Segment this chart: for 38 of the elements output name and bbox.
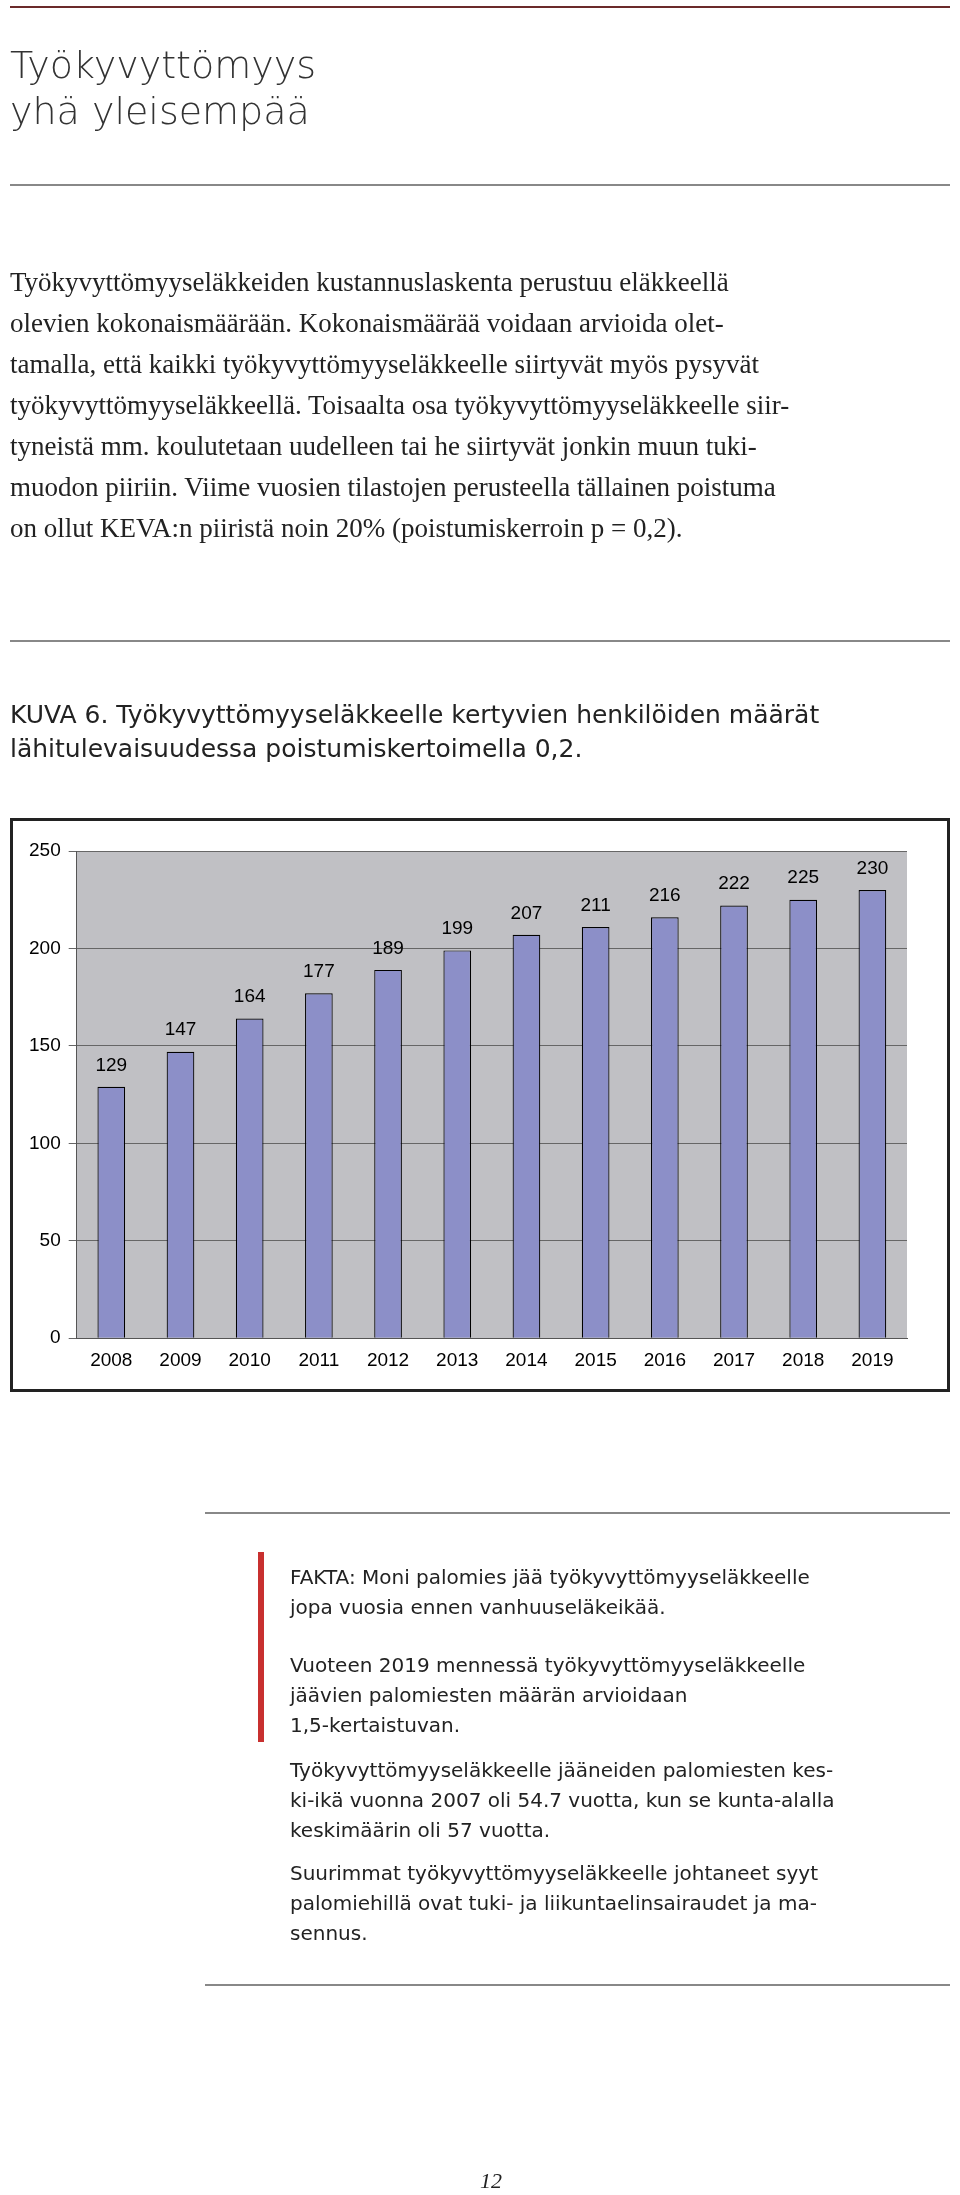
text: Suurimmat työkyvyttömyyseläkkeelle johtaneet syyt palomiehillä ovat tuki- ja liikuntaelinsairaudet ja ma- sennus. <box>290 1860 818 1947</box>
x-tick-label: 2019 <box>851 1348 894 1370</box>
text: FAKTA: Moni palomies jää työkyvyttömyyseläkkeelle jopa vuosia ennen vanhuuseläkeikää. <box>290 1564 810 1621</box>
y-tick-label: 150 <box>29 1034 61 1056</box>
x-tick-label: 2015 <box>574 1348 617 1370</box>
x-tick-label: 2011 <box>298 1348 340 1370</box>
data-label: 164 <box>233 985 266 1007</box>
text: Työkyvyttömyyseläkkeelle jääneiden palomiesten kes- ki-ikä vuonna 2007 oli 54.7 vuotta, kun se kunta-alalla keskimäärin oli 57 vuotta. <box>290 1757 835 1844</box>
data-label: 222 <box>718 872 750 894</box>
y-tick-label: 0 <box>50 1326 61 1348</box>
text: 12 <box>480 2168 502 2194</box>
x-tick-label: 2010 <box>228 1348 271 1370</box>
x-tick-label: 2017 <box>712 1348 756 1370</box>
x-tick-label: 2008 <box>90 1348 133 1370</box>
y-tick-label: 200 <box>29 936 61 958</box>
x-tick-label: 2013 <box>436 1348 479 1370</box>
data-label: 189 <box>372 936 404 958</box>
data-label: 207 <box>510 901 543 923</box>
x-tick-label: 2012 <box>366 1348 410 1370</box>
data-label: 129 <box>95 1053 128 1075</box>
data-label: 211 <box>580 893 611 915</box>
y-tick-label: 100 <box>29 1131 61 1153</box>
y-tick-label: 50 <box>39 1228 61 1250</box>
data-label: 199 <box>441 917 474 939</box>
data-label: 225 <box>787 866 820 888</box>
x-tick-label: 2014 <box>505 1348 549 1370</box>
x-tick-label: 2018 <box>782 1348 825 1370</box>
data-label: 230 <box>856 856 889 878</box>
text: Työkyvyttömyyseläkkeiden kustannuslaskenta perustuu eläkkeellä olevien kokonaismäärään. Kokonaismäärää voidaan arvioida olet- tamalla, että kaikki työkyvyttömyyseläkkeelle siirtyvät myös pysyvät työkyvyttömyyseläkkeellä. Toisaalta osa työkyvyttömyyseläkkeelle siir- tyneistä mm. koulutetaan uudelleen tai he siirtyvät jonkin muun tuki- muodon piiriin. Viime vuosien tilastojen perusteella tällainen poistuma on ollut KEVA:n piiristä noin 20% (poistumiskerroin p = 0,2). <box>10 266 791 545</box>
text: Vuoteen 2019 mennessä työkyvyttömyyseläkkeelle jäävien palomiesten määrän arvioidaan 1,5-kertaistuvan. <box>290 1652 806 1739</box>
x-tick-label: 2009 <box>159 1348 202 1370</box>
chart-subtitle: KUVA 6. Työkyvyttömyyseläkkeelle kertyvien henkilöiden määrät lähitulevaisuudessa poistumiskertoimella 0,2. <box>10 699 820 765</box>
data-label: 177 <box>303 960 335 981</box>
chart-title: Työkyvyttömyys yhä yleisempää <box>10 42 316 134</box>
x-tick-label: 2016 <box>643 1348 686 1370</box>
data-label: 216 <box>648 883 681 905</box>
y-tick-label: 250 <box>29 839 61 861</box>
data-label: 147 <box>164 1018 197 1040</box>
